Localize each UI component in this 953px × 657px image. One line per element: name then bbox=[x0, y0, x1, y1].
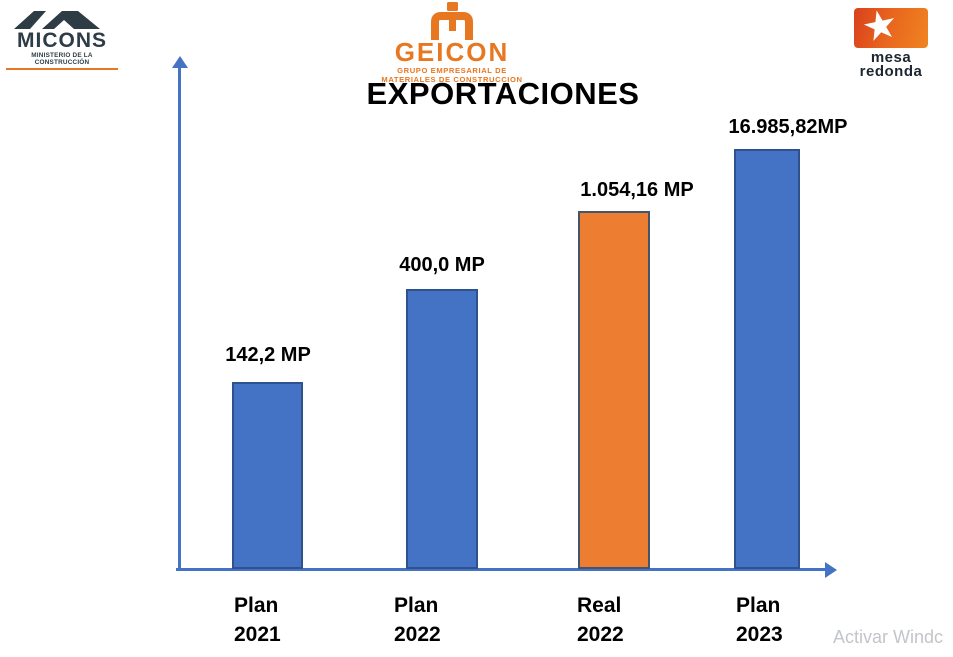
category-label-plan-2022: Plan 2022 bbox=[394, 594, 441, 646]
geicon-builder-icon bbox=[431, 2, 473, 40]
category-label-plan-2023: Plan 2023 bbox=[736, 594, 783, 646]
micons-logo: MICONS MINISTERIO DE LA CONSTRUCCIÓN bbox=[6, 7, 118, 70]
y-axis-line bbox=[178, 66, 181, 570]
micons-title: MICONS bbox=[17, 29, 107, 52]
value-label-plan-2022: 400,0 MP bbox=[399, 254, 485, 276]
value-label-plan-2021: 142,2 MP bbox=[225, 344, 311, 366]
value-label-plan-2023: 16.985,82MP bbox=[728, 116, 848, 138]
mesa-redonda-line2: redonda bbox=[859, 63, 923, 80]
mesa-redonda-text: mesa redonda bbox=[848, 49, 934, 80]
bar-real-2022 bbox=[578, 211, 650, 569]
geicon-subtitle: GRUPO EMPRESARIAL DE MATERIALES DE CONST… bbox=[372, 66, 532, 84]
geicon-logo: GEICON GRUPO EMPRESARIAL DE MATERIALES D… bbox=[372, 2, 532, 84]
micons-subtitle: MINISTERIO DE LA CONSTRUCCIÓN bbox=[31, 52, 93, 66]
bar-plan-2023 bbox=[734, 149, 800, 569]
mesa-redonda-logo: ★ mesa redonda bbox=[848, 1, 934, 80]
mesa-redonda-badge: ★ bbox=[854, 1, 928, 51]
activation-watermark: Activar Windc bbox=[833, 627, 944, 647]
geicon-subtitle-line1: GRUPO EMPRESARIAL DE bbox=[397, 66, 507, 75]
geicon-subtitle-line2: MATERIALES DE CONSTRUCCION bbox=[381, 75, 523, 84]
micons-orange-rule bbox=[6, 68, 118, 70]
mesa-redonda-line1: mesa bbox=[870, 49, 912, 66]
category-label-real-2022: Real 2022 bbox=[577, 594, 624, 646]
x-axis-arrow-icon bbox=[825, 562, 837, 578]
geicon-title: GEICON bbox=[394, 37, 510, 67]
x-axis-line bbox=[176, 568, 826, 571]
chart-title: EXPORTACIONES bbox=[366, 76, 640, 111]
value-label-real-2022: 1.054,16 MP bbox=[580, 179, 694, 201]
micons-roofs-icon bbox=[14, 11, 100, 29]
star-icon: ★ bbox=[857, 0, 903, 52]
y-axis-arrow-icon bbox=[172, 56, 188, 68]
category-label-plan-2021: Plan 2021 bbox=[234, 594, 281, 646]
bar-plan-2021 bbox=[232, 382, 303, 569]
bar-plan-2022 bbox=[406, 289, 478, 569]
